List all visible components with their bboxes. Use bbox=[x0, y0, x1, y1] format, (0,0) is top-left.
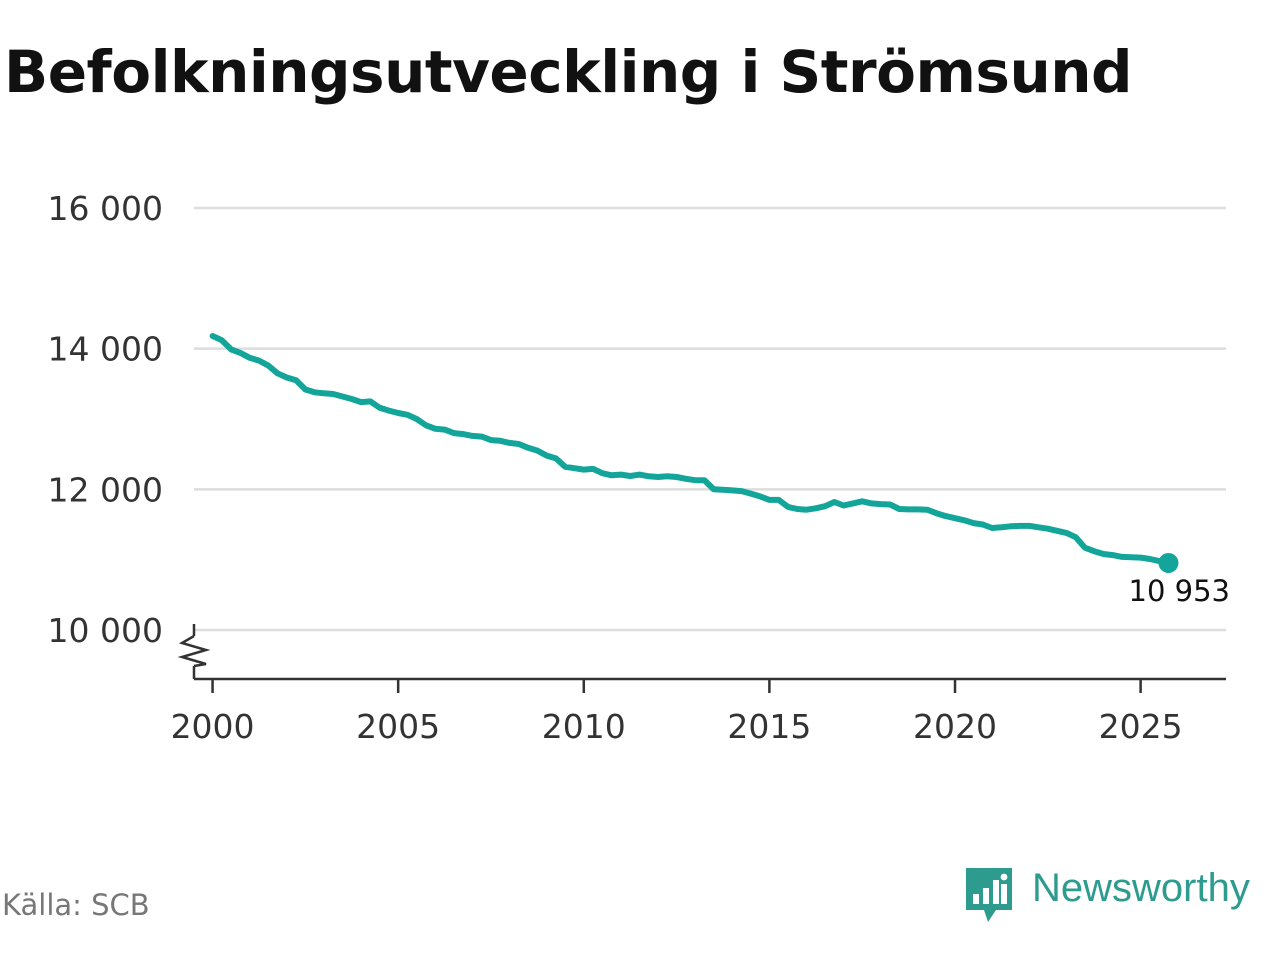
gridlines bbox=[194, 206, 1226, 632]
data-series: 10 953 bbox=[209, 333, 1230, 608]
last-value-label: 10 953 bbox=[1129, 574, 1230, 608]
newsworthy-logo: Newsworthy bbox=[962, 864, 1280, 928]
brand-name: Newsworthy bbox=[1032, 866, 1250, 910]
x-tick-label: 2020 bbox=[913, 707, 997, 746]
y-tick-label: 14 000 bbox=[48, 330, 163, 369]
x-tick-label: 2025 bbox=[1099, 707, 1183, 746]
zigzag-axis-break-icon bbox=[177, 634, 211, 668]
y-tick-label: 12 000 bbox=[48, 470, 163, 509]
source-note: Källa: SCB bbox=[2, 888, 150, 922]
population-line bbox=[209, 333, 1172, 566]
x-tick-label: 2015 bbox=[727, 707, 811, 746]
last-point-marker bbox=[1158, 552, 1179, 573]
x-tick-label: 2000 bbox=[171, 707, 255, 746]
chart-title: Befolkningsutveckling i Strömsund bbox=[4, 38, 1133, 106]
x-axis-ticks: 2000 2005 2010 2015 2020 2025 bbox=[171, 679, 1183, 746]
y-tick-label: 16 000 bbox=[48, 189, 163, 228]
y-axis-ticks: 10 000 12 000 14 000 16 000 bbox=[48, 189, 163, 650]
axes bbox=[177, 624, 1226, 681]
x-tick-label: 2005 bbox=[356, 707, 440, 746]
y-tick-label: 10 000 bbox=[48, 611, 163, 650]
bar-chart-speech-bubble-icon bbox=[966, 868, 1012, 922]
x-tick-label: 2010 bbox=[542, 707, 626, 746]
